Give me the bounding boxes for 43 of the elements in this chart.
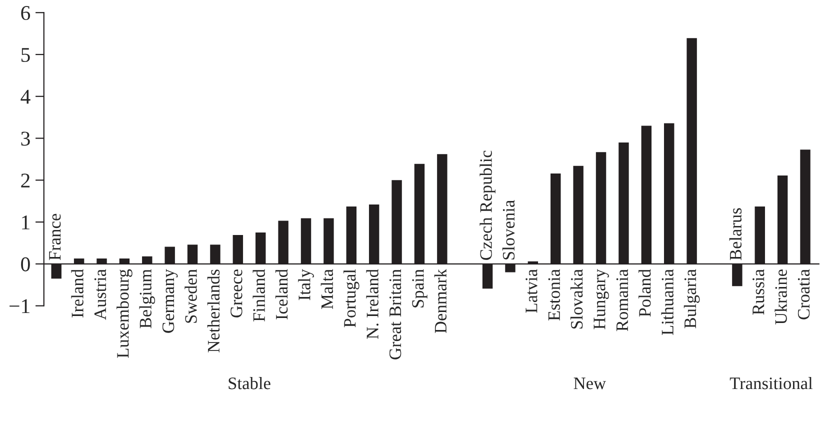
x-tick-label: Estonia: [548, 269, 560, 321]
x-tick-label: Ireland: [71, 269, 84, 318]
x-tick-label: Russia: [752, 269, 764, 315]
x-tick-label: Belgium: [139, 269, 156, 328]
x-tick-label: Slovenia: [502, 200, 515, 260]
x-tick-label: Poland: [638, 269, 651, 317]
text: Stable: [228, 377, 270, 390]
x-tick-label: Luxembourg: [116, 269, 132, 358]
x-tick-label: Denmark: [434, 268, 447, 334]
x-tick-label: Austria: [94, 269, 106, 320]
y-tick-label: 3: [21, 132, 30, 146]
x-tick-label: Belarus: [729, 208, 742, 260]
x-tick-label: Finland: [252, 269, 265, 322]
x-tick-label: Slovakia: [570, 269, 583, 329]
x-tick-label: Croatia: [798, 269, 810, 320]
text: New: [574, 378, 606, 390]
x-tick-label: Great Britain: [389, 269, 402, 360]
text: Transitional: [730, 377, 813, 390]
y-tick-label: 2: [21, 174, 30, 188]
y-tick-label: 6: [21, 6, 30, 20]
x-tick-label: Latvia: [526, 269, 538, 313]
x-tick-label: Greece: [230, 270, 242, 318]
x-tick-label: Ukraine: [774, 270, 787, 324]
x-tick-label: Romania: [616, 269, 628, 332]
x-tick-label: Portugal: [343, 269, 360, 328]
x-tick-label: Netherlands: [207, 270, 220, 352]
x-tick-label: Czech Republic: [480, 150, 496, 260]
x-tick-label: Bulgaria: [684, 269, 700, 328]
x-tick-label: Hungary: [594, 269, 609, 330]
y-tick-label: 1: [22, 216, 30, 230]
x-tick-label: Spain: [412, 269, 428, 308]
y-tick-label: 5: [21, 48, 30, 62]
y-tick-label: 4: [20, 90, 30, 104]
x-tick-label: N. Ireland: [366, 269, 379, 339]
x-tick-label: Malta: [320, 269, 334, 309]
y-tick-label: −1: [10, 299, 30, 314]
x-tick-label: Italy: [298, 269, 314, 300]
x-tick-label: Germany: [162, 269, 178, 333]
x-tick-label: Sweden: [184, 269, 197, 323]
x-tick-label: Iceland: [275, 269, 288, 320]
y-tick-label: 0: [21, 257, 30, 272]
x-tick-label: France: [49, 214, 61, 260]
x-tick-label: Lithuania: [661, 269, 674, 335]
